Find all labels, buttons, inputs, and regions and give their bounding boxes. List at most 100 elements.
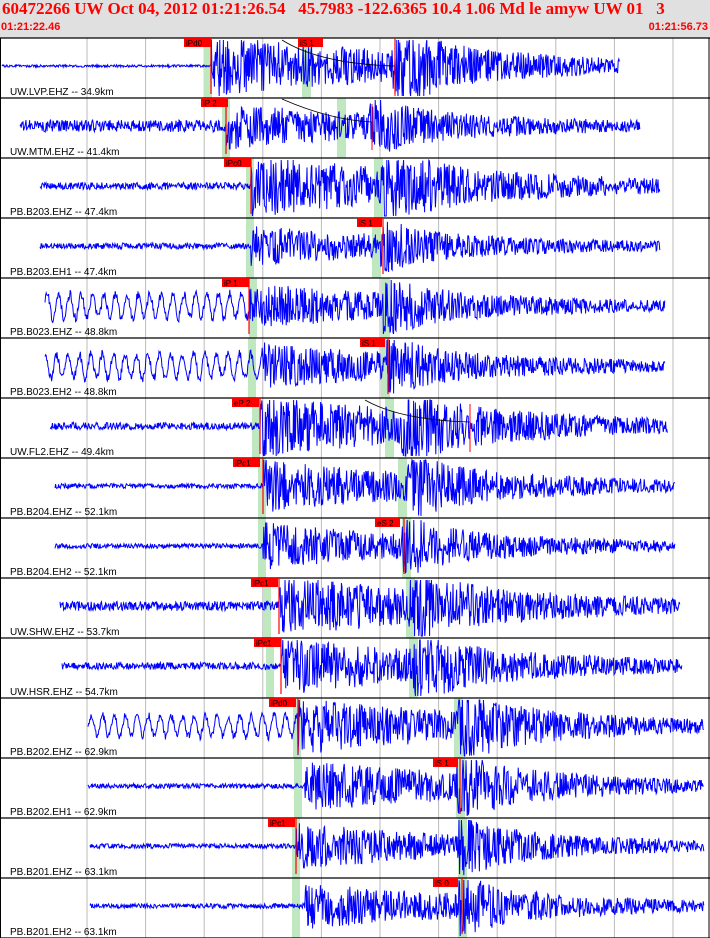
- p-pick-label-box: [184, 38, 211, 47]
- s-pick-label-box: [298, 38, 323, 47]
- p-pick-label-box: [269, 698, 296, 707]
- p-pick-label: iPc1: [270, 819, 286, 828]
- waveform-trace: [1, 39, 620, 97]
- amplitude-arc: [364, 399, 471, 423]
- p-pick-label-box: [251, 578, 278, 587]
- s-pick-label-box: [375, 518, 400, 527]
- s-predicted-band: [385, 398, 394, 458]
- channel-label: PB.B201.EH2 -- 63.1km: [10, 927, 117, 938]
- trace-row: iPc1 PB.B204.EHZ -- 52.1km: [10, 458, 675, 518]
- waveform-trace: [44, 339, 666, 394]
- start-time: 01:21:22.46: [1, 21, 61, 33]
- channel-label: PB.B204.EH2 -- 52.1km: [10, 567, 117, 578]
- channel-label: UW.MTM.EHZ -- 41.4km: [10, 147, 119, 158]
- channel-label: PB.B204.EHZ -- 52.1km: [10, 507, 117, 518]
- waveform-trace: [89, 819, 705, 876]
- p-pick-label: iP 1: [224, 279, 238, 288]
- s-pick-label-box: [360, 338, 385, 347]
- p-pick-label-box: [201, 98, 228, 107]
- s-predicted-band: [454, 698, 463, 758]
- s-predicted-band: [381, 338, 390, 398]
- s-pick-label: iS 0: [435, 879, 449, 888]
- end-time: 01:21:56.73: [648, 21, 708, 33]
- amplitude-arcs: [281, 39, 471, 452]
- trace-row: iS 1 PB.B203.EH1 -- 47.4km: [10, 218, 661, 278]
- waveform-trace: [39, 221, 661, 273]
- trace-row: iPc1 UW.SHW.EHZ -- 53.7km: [10, 578, 681, 638]
- trace-row: iS 1 PB.B023.EH2 -- 48.8km: [10, 338, 666, 398]
- channel-label: PB.B023.EHZ -- 48.8km: [10, 327, 117, 338]
- p-predicted-band: [293, 698, 301, 758]
- p-pick-label: iP 2: [203, 99, 217, 108]
- event-header: 60472266 UW Oct 04, 2012 01:21:26.54 45.…: [0, 0, 710, 38]
- s-pick-label: iS 1: [359, 219, 373, 228]
- p-predicted-band: [258, 518, 266, 578]
- trace-row: iPd0 PB.B202.EHZ -- 62.9km: [10, 698, 704, 758]
- p-pick-label: iPc1: [253, 579, 269, 588]
- waveform-trace: [54, 519, 676, 574]
- p-predicted-band: [263, 578, 271, 638]
- event-title: 60472266 UW Oct 04, 2012 01:21:26.54 45.…: [2, 0, 665, 18]
- p-pick-label: iPc0: [226, 159, 242, 168]
- p-predicted-band: [248, 338, 256, 398]
- p-pick-label: iPc1: [235, 459, 251, 468]
- waveform-trace: [49, 399, 668, 457]
- p-predicted-band: [204, 38, 212, 98]
- waveform-trace: [59, 579, 681, 637]
- waveform-trace: [87, 759, 704, 817]
- s-predicted-band: [302, 38, 311, 98]
- channel-label: PB.B203.EH1 -- 47.4km: [10, 267, 117, 278]
- trace-row: iS 1 PB.B202.EH1 -- 62.9km: [10, 758, 704, 818]
- trace-row: iPc0 PB.B203.EHZ -- 47.4km: [10, 158, 661, 218]
- waveform-trace: [19, 99, 641, 152]
- waveform-trace: [54, 458, 675, 517]
- channel-label: PB.B202.EH1 -- 62.9km: [10, 807, 117, 818]
- s-pick-label-box: [433, 878, 458, 887]
- s-pick-label-box: [357, 218, 382, 227]
- trace-row: iPc1 UW.HSR.EHZ -- 54.7km: [10, 638, 683, 698]
- channel-label: PB.B201.EHZ -- 63.1km: [10, 867, 117, 878]
- p-pick-label-box: [224, 158, 251, 167]
- waveform-trace: [44, 279, 666, 335]
- amplitude-arc: [281, 98, 373, 123]
- waveform-trace: [39, 158, 661, 217]
- trace-row: iPc1 PB.B201.EHZ -- 63.1km: [10, 818, 705, 878]
- p-predicted-band: [258, 458, 266, 518]
- s-pick-label: iS 1: [300, 39, 314, 48]
- p-pick-label-box: [233, 458, 260, 467]
- s-pick-label: iS 1: [362, 339, 376, 348]
- trace-row: eP 2 UW.FL2.EHZ -- 49.4km: [10, 398, 668, 458]
- p-predicted-band: [252, 398, 260, 458]
- p-pick-label-box: [254, 638, 281, 647]
- waveform-trace: [87, 699, 704, 757]
- p-pick-label: eP 2: [234, 399, 251, 408]
- trace-row: iP 1 PB.B023.EHZ -- 48.8km: [10, 278, 666, 338]
- s-pick-label: eS 2: [377, 519, 394, 528]
- trace-row: iP 2 UW.MTM.EHZ -- 41.4km: [10, 98, 641, 158]
- p-pick-label-box: [222, 278, 249, 287]
- waveform-trace: [89, 879, 705, 937]
- amplitude-arc: [281, 39, 396, 67]
- p-predicted-band: [292, 878, 300, 938]
- channel-label: PB.B202.EHZ -- 62.9km: [10, 747, 117, 758]
- row-separators: [0, 37, 710, 938]
- p-pick-label-box: [232, 398, 259, 407]
- channel-label: UW.FL2.EHZ -- 49.4km: [10, 447, 114, 458]
- p-pick-label: iPd0: [186, 39, 203, 48]
- p-pick-label: iPd0: [271, 699, 288, 708]
- trace-row: iS 0 PB.B201.EH2 -- 63.1km: [10, 878, 705, 938]
- trace-row: iPd0 iS 1 UW.LVP.EHZ -- 34.9km: [1, 38, 620, 98]
- channel-label: PB.B203.EHZ -- 47.4km: [10, 207, 117, 218]
- p-pick-label-box: [268, 818, 295, 827]
- channel-label: UW.SHW.EHZ -- 53.7km: [10, 627, 119, 638]
- channel-label: UW.LVP.EHZ -- 34.9km: [10, 87, 114, 98]
- s-pick-label-box: [433, 758, 458, 767]
- channel-label: PB.B023.EH2 -- 48.8km: [10, 387, 117, 398]
- p-pick-label: iPc1: [256, 639, 272, 648]
- trace-row: eS 2 PB.B204.EH2 -- 52.1km: [10, 518, 676, 578]
- channel-label: UW.HSR.EHZ -- 54.7km: [10, 687, 118, 698]
- waveform-trace: [61, 639, 683, 697]
- s-pick-label: iS 1: [435, 759, 449, 768]
- p-predicted-band: [294, 758, 302, 818]
